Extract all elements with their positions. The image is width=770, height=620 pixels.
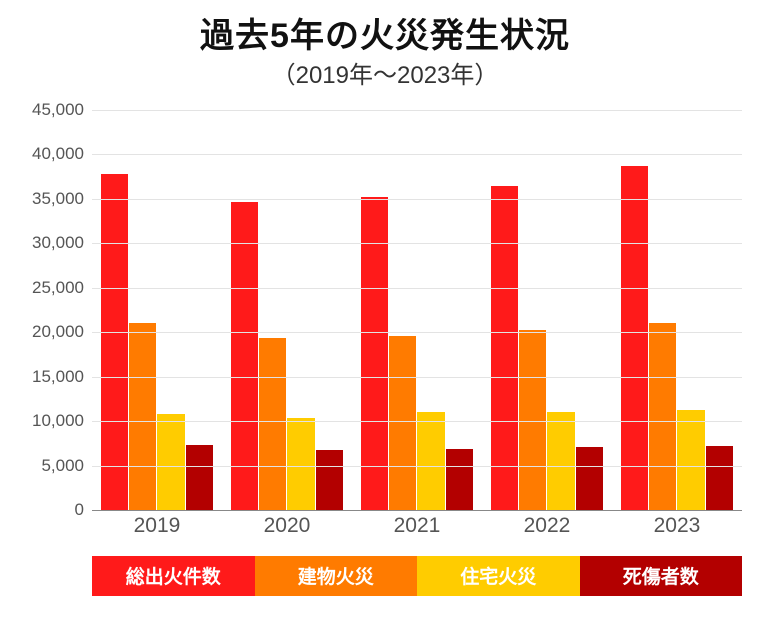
bar bbox=[231, 202, 258, 510]
bar bbox=[259, 338, 286, 510]
bar bbox=[316, 450, 343, 510]
bar bbox=[417, 412, 444, 510]
y-tick-label: 5,000 bbox=[14, 456, 84, 476]
bar bbox=[446, 449, 473, 510]
bar bbox=[389, 336, 416, 510]
bar bbox=[576, 447, 603, 510]
gridline bbox=[92, 421, 742, 422]
bar-group: 2021 bbox=[361, 110, 473, 510]
legend-item: 総出火件数 bbox=[92, 556, 255, 596]
y-tick-label: 35,000 bbox=[14, 189, 84, 209]
chart-subtitle: （2019年～2023年） bbox=[0, 55, 770, 90]
y-tick-label: 25,000 bbox=[14, 278, 84, 298]
x-tick-label: 2023 bbox=[621, 514, 733, 538]
y-tick-label: 45,000 bbox=[14, 100, 84, 120]
gridline bbox=[92, 332, 742, 333]
gridline bbox=[92, 154, 742, 155]
legend-item: 住宅火災 bbox=[417, 556, 580, 596]
bar bbox=[186, 445, 213, 510]
gridline bbox=[92, 243, 742, 244]
y-tick-label: 10,000 bbox=[14, 411, 84, 431]
gridline bbox=[92, 110, 742, 111]
bars-layer: 20192020202120222023 bbox=[92, 110, 742, 510]
bar bbox=[677, 410, 704, 510]
bar-group: 2022 bbox=[491, 110, 603, 510]
plot-area: 20192020202120222023 05,00010,00015,0002… bbox=[92, 110, 742, 510]
x-tick-label: 2020 bbox=[231, 514, 343, 538]
bar-group: 2020 bbox=[231, 110, 343, 510]
bar bbox=[101, 174, 128, 510]
gridline bbox=[92, 199, 742, 200]
bar bbox=[129, 323, 156, 510]
y-tick-label: 20,000 bbox=[14, 322, 84, 342]
bar bbox=[621, 166, 648, 510]
legend-item: 建物火災 bbox=[255, 556, 418, 596]
chart-title: 過去5年の火災発生状況 bbox=[0, 0, 770, 57]
bar bbox=[547, 412, 574, 510]
bar bbox=[491, 186, 518, 510]
y-tick-label: 40,000 bbox=[14, 144, 84, 164]
x-tick-label: 2021 bbox=[361, 514, 473, 538]
bar-group: 2019 bbox=[101, 110, 213, 510]
y-tick-label: 0 bbox=[14, 500, 84, 520]
bar bbox=[649, 323, 676, 510]
bar bbox=[157, 414, 184, 510]
gridline bbox=[92, 510, 742, 511]
legend-item: 死傷者数 bbox=[580, 556, 743, 596]
gridline bbox=[92, 377, 742, 378]
y-tick-label: 30,000 bbox=[14, 233, 84, 253]
bar bbox=[287, 418, 314, 510]
x-tick-label: 2019 bbox=[101, 514, 213, 538]
bar-group: 2023 bbox=[621, 110, 733, 510]
legend: 総出火件数建物火災住宅火災死傷者数 bbox=[92, 556, 742, 596]
gridline bbox=[92, 466, 742, 467]
figure: 過去5年の火災発生状況 （2019年～2023年） 20192020202120… bbox=[0, 0, 770, 620]
y-tick-label: 15,000 bbox=[14, 367, 84, 387]
bar bbox=[706, 446, 733, 510]
x-tick-label: 2022 bbox=[491, 514, 603, 538]
gridline bbox=[92, 288, 742, 289]
